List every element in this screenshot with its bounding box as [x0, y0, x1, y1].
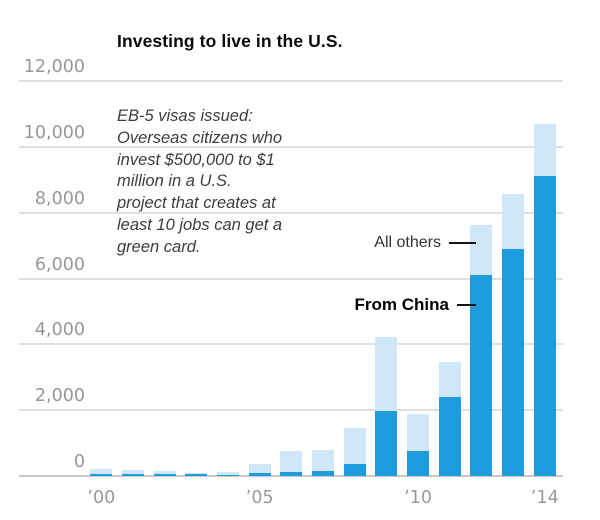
gridline [19, 343, 563, 346]
from-china-leader-line [457, 304, 476, 306]
bar-2000 [90, 468, 113, 476]
annotation-line: million in a U.S. [117, 172, 232, 191]
bar-segment-from-china [121, 473, 144, 476]
series-label-all-others: All others [374, 234, 476, 252]
x-tick-label: ’14 [530, 488, 559, 508]
bar-segment-all-others [185, 472, 208, 475]
y-tick-label: 2,000 [34, 386, 85, 407]
bar-2008 [343, 428, 366, 476]
gridline [19, 277, 563, 280]
annotation-line: green card. [117, 237, 201, 256]
from-china-label: From China [354, 295, 449, 314]
gridline [19, 211, 563, 214]
bar-segment-from-china [375, 410, 398, 476]
x-tick-label: ’05 [245, 488, 274, 508]
y-tick-label: 0 [73, 452, 85, 472]
bar-2001 [121, 469, 144, 476]
bar-2009 [375, 337, 398, 476]
chart-title: Investing to live in the U.S. [117, 31, 343, 51]
bar-segment-from-china [533, 175, 556, 476]
annotation-lead: EB-5 visas issued: [117, 107, 253, 125]
annotation-line: least 10 jobs can get a [117, 215, 283, 234]
bar-segment-all-others [121, 469, 144, 474]
bar-2013 [502, 194, 525, 476]
bar-segment-from-china [153, 474, 176, 476]
series-label-from-china: From China [355, 295, 476, 315]
bar-segment-all-others [438, 362, 461, 397]
bar-segment-from-china [185, 474, 208, 476]
annotation-line: Overseas citizens who [117, 128, 283, 147]
chart-annotation: EB-5 visas issued: Overseas citizens who… [117, 106, 347, 259]
bar-2006 [280, 451, 303, 476]
annotation-line: project that creates at [117, 194, 276, 213]
bar-segment-from-china [502, 248, 525, 476]
bar-segment-from-china [470, 274, 493, 476]
bar-segment-all-others [312, 449, 335, 471]
bar-segment-all-others [153, 471, 176, 475]
bar-segment-from-china [90, 473, 113, 476]
bar-segment-all-others [533, 124, 556, 176]
all-others-label: All others [374, 234, 441, 251]
bar-segment-all-others [280, 451, 303, 473]
y-tick-label: 4,000 [34, 320, 85, 341]
bar-2011 [438, 362, 461, 476]
bar-segment-all-others [343, 428, 366, 465]
bar-segment-all-others [407, 413, 430, 451]
bar-segment-all-others [217, 471, 240, 476]
bar-segment-from-china [343, 464, 366, 476]
annotation-line: invest $500,000 to $1 [117, 150, 275, 169]
x-tick-label: ’00 [87, 488, 116, 508]
bar-segment-from-china [248, 473, 271, 476]
bar-2002 [153, 471, 176, 476]
annotation-body: Overseas citizens who invest $500,000 to … [117, 128, 347, 259]
all-others-leader-line [449, 242, 476, 244]
bar-segment-all-others [248, 464, 271, 474]
bar-2014 [533, 124, 556, 476]
gridline [19, 80, 563, 83]
bar-segment-all-others [90, 468, 113, 474]
x-axis-baseline [19, 475, 563, 477]
y-tick-label: 8,000 [34, 188, 85, 209]
bar-2010 [407, 413, 430, 476]
bar-segment-from-china [217, 475, 240, 476]
bar-2005 [248, 464, 271, 476]
bar-segment-from-china [407, 450, 430, 476]
y-tick-label: 12,000 [23, 57, 85, 78]
bar-segment-from-china [312, 470, 335, 476]
y-tick-label: 6,000 [34, 254, 85, 275]
gridline [19, 409, 563, 412]
bar-segment-all-others [502, 194, 525, 249]
bar-segment-all-others [375, 337, 398, 411]
bar-2012 [470, 224, 493, 476]
bar-2004 [217, 471, 240, 476]
gridline [19, 146, 563, 148]
bar-2003 [185, 472, 208, 476]
bar-segment-from-china [280, 472, 303, 476]
y-tick-label: 10,000 [23, 123, 85, 143]
bar-segment-from-china [438, 396, 461, 476]
bar-segment-all-others [470, 224, 493, 275]
x-tick-label: ’10 [404, 488, 433, 508]
bar-2007 [312, 449, 335, 476]
